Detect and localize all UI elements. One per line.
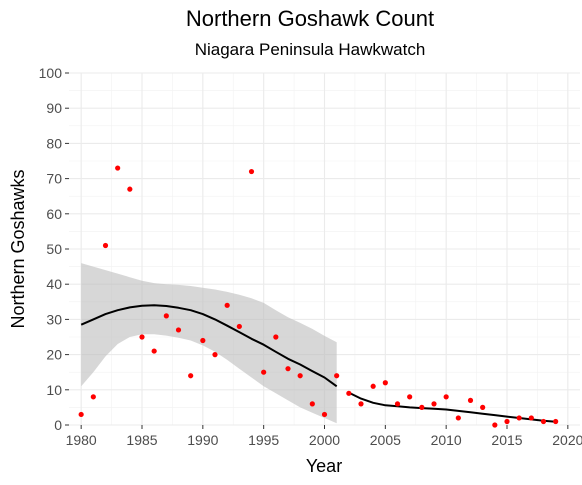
data-point [200,337,206,344]
y-tick-label: 100 [39,65,63,81]
data-point [127,186,133,192]
x-tick-label: 1980 [66,432,97,448]
data-point [394,401,401,407]
data-point [102,242,109,249]
x-axis-title: Year [306,456,342,476]
data-point [212,352,218,358]
x-tick-label: 2000 [309,432,340,448]
data-point [443,394,449,400]
chart-subtitle: Niagara Peninsula Hawkwatch [194,40,426,59]
y-tick-label: 60 [46,206,62,222]
data-point [115,165,121,171]
data-point [236,323,242,330]
x-tick-label: 2010 [431,432,462,448]
smooth-line [80,304,338,388]
y-tick-label: 20 [46,347,62,363]
data-point [175,327,182,333]
y-tick-label: 30 [46,311,62,327]
data-point [321,411,328,418]
data-point [431,401,437,407]
y-axis-title: Northern Goshawks [8,169,28,328]
x-tick-label: 2015 [491,432,522,448]
confidence-ribbon [81,263,337,424]
data-point [78,411,84,418]
data-point [273,334,279,340]
data-point [370,383,376,389]
data-point [358,401,364,407]
data-point [139,334,145,340]
y-tick-label: 70 [46,171,62,187]
x-tick-label: 2005 [370,432,401,448]
data-point [309,401,315,407]
data-point [467,397,474,403]
data-point [516,415,522,421]
x-tick-label: 1995 [248,432,279,448]
data-point [297,373,303,379]
y-tick-label: 90 [46,100,62,116]
data-point [492,422,498,428]
data-points [78,165,559,428]
x-axis-ticks: 1980 1985 1990 1995 2000 2005 2010 2015 2020 [66,425,582,448]
x-tick-label: 1985 [126,432,157,448]
y-tick-label: 10 [46,382,62,398]
data-point [188,373,194,379]
data-point [540,418,547,425]
y-tick-label: 50 [46,241,62,257]
x-tick-label: 2020 [552,432,582,448]
data-point [553,418,559,425]
y-tick-label: 80 [46,135,62,151]
data-point [163,313,169,319]
confidence-ribbons [81,263,337,424]
data-point [224,302,230,308]
data-point [455,415,461,421]
data-point [528,415,534,421]
data-point [504,418,510,425]
x-tick-label: 1990 [187,432,218,448]
data-point [407,394,413,400]
data-point [261,369,267,375]
y-tick-label: 0 [54,417,62,433]
data-point [382,380,388,386]
data-point [248,168,255,175]
data-point [90,394,96,400]
chart-title: Northern Goshawk Count [185,6,435,31]
data-point [346,390,352,396]
data-point [151,348,157,354]
data-point [480,404,486,410]
data-point [334,373,340,379]
data-point [419,404,425,410]
y-axis-ticks: 0 10 20 30 40 50 60 70 80 90 100 [39,65,69,433]
y-tick-label: 40 [46,276,62,292]
data-point [285,366,291,372]
